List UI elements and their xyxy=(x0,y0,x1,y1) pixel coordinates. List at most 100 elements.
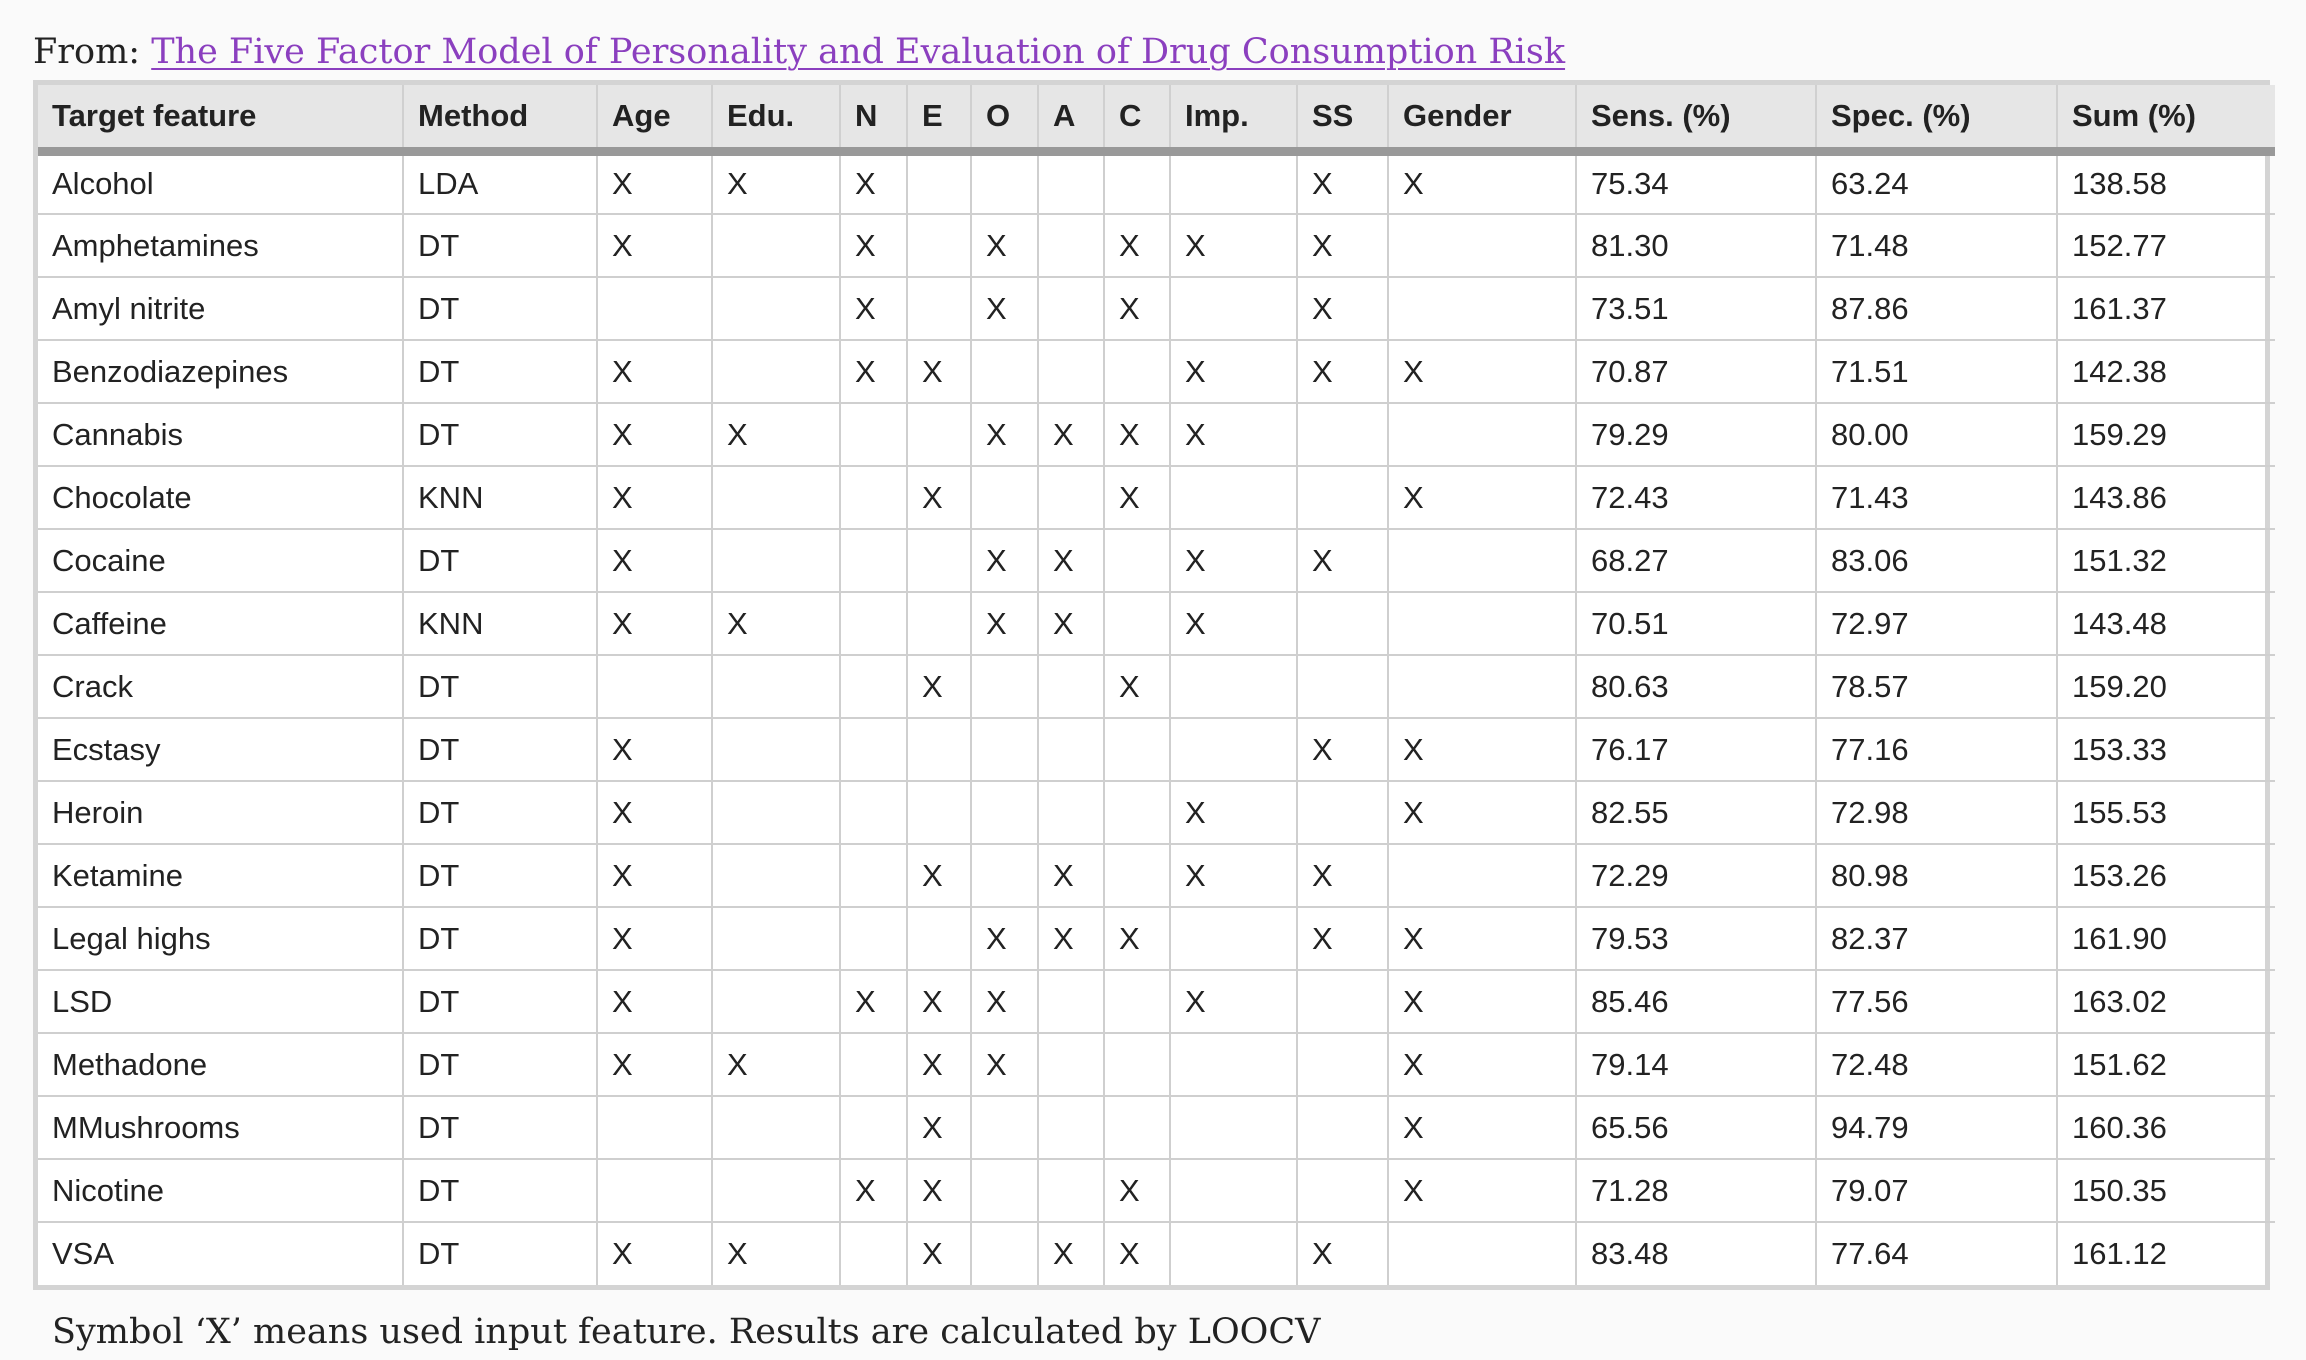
table-cell: 155.53 xyxy=(2056,780,2275,844)
table-cell: X xyxy=(1387,151,1576,214)
table-cell xyxy=(970,654,1038,718)
table-cell: 143.48 xyxy=(2056,591,2275,655)
table-cell: X xyxy=(1103,1221,1170,1285)
table-cell: X xyxy=(1037,528,1104,592)
table-cell xyxy=(1296,654,1388,718)
table-cell xyxy=(1037,1032,1104,1096)
table-cell xyxy=(839,780,907,844)
table-cell xyxy=(839,843,907,907)
table-cell xyxy=(596,1095,712,1159)
table-cell: X xyxy=(970,906,1038,970)
table-cell: 163.02 xyxy=(2056,969,2275,1033)
table-cell xyxy=(1169,717,1297,781)
table-cell xyxy=(839,1221,907,1285)
table-cell xyxy=(1296,465,1388,529)
table-cell xyxy=(1037,465,1104,529)
table-cell xyxy=(1037,1095,1104,1159)
table-cell: X xyxy=(1296,717,1388,781)
table-cell: DT xyxy=(402,528,597,592)
table-cell xyxy=(1387,843,1576,907)
table-cell: X xyxy=(596,465,712,529)
table-cell xyxy=(1103,1095,1170,1159)
table-cell: 160.36 xyxy=(2056,1095,2275,1159)
table-cell: X xyxy=(1103,465,1170,529)
source-citation: From: The Five Factor Model of Personali… xyxy=(33,22,1565,82)
table-row: Chocolate KNN X X X X 72.43 71.43 143.86 xyxy=(38,465,2275,529)
table-cell: X xyxy=(906,843,971,907)
table-cell xyxy=(711,717,840,781)
table-cell xyxy=(596,276,712,340)
table-cell: 152.77 xyxy=(2056,213,2275,277)
table-cell: X xyxy=(1103,213,1170,277)
table-cell xyxy=(1103,969,1170,1033)
table-cell: 82.55 xyxy=(1575,780,1816,844)
target-feature-cell: MMushrooms xyxy=(38,1095,403,1159)
column-header: Imp. xyxy=(1169,85,1297,156)
table-cell xyxy=(906,906,971,970)
table-cell: X xyxy=(1169,213,1297,277)
table-cell xyxy=(1169,1158,1297,1222)
table-cell xyxy=(1103,528,1170,592)
table-cell: DT xyxy=(402,654,597,718)
table-cell xyxy=(839,717,907,781)
table-cell: X xyxy=(1169,843,1297,907)
table-cell xyxy=(1387,213,1576,277)
table-cell: X xyxy=(839,1158,907,1222)
table-cell xyxy=(1296,1032,1388,1096)
table-cell: 78.57 xyxy=(1815,654,2057,718)
table-cell xyxy=(1296,780,1388,844)
table-cell: X xyxy=(839,339,907,403)
table-cell: X xyxy=(1037,402,1104,466)
table-cell xyxy=(1037,654,1104,718)
column-header: Method xyxy=(402,85,597,156)
table-cell xyxy=(1103,780,1170,844)
table-header: Target feature Method Age Edu. N E O A C Imp. SS Ge… xyxy=(38,85,2275,156)
target-feature-cell: Benzodiazepines xyxy=(38,339,403,403)
table-cell xyxy=(1103,843,1170,907)
table-cell xyxy=(1296,1158,1388,1222)
table-cell xyxy=(1103,1032,1170,1096)
target-feature-cell: Chocolate xyxy=(38,465,403,529)
table-cell: 80.00 xyxy=(1815,402,2057,466)
target-feature-cell: Amphetamines xyxy=(38,213,403,277)
table-cell: X xyxy=(1037,1221,1104,1285)
table-cell: 79.14 xyxy=(1575,1032,1816,1096)
target-feature-cell: VSA xyxy=(38,1221,403,1285)
column-header: Age xyxy=(596,85,712,156)
table-cell: X xyxy=(1169,528,1297,592)
table-row: Amphetamines DT X X X X X X 81.30 71.48 152.77 xyxy=(38,213,2275,277)
table-cell: X xyxy=(970,213,1038,277)
table-cell: X xyxy=(839,969,907,1033)
table-cell: X xyxy=(596,906,712,970)
table-cell xyxy=(1387,1221,1576,1285)
table-cell: X xyxy=(596,339,712,403)
table-cell xyxy=(711,276,840,340)
table-cell: 71.51 xyxy=(1815,339,2057,403)
table-cell: 83.06 xyxy=(1815,528,2057,592)
table-cell: 80.63 xyxy=(1575,654,1816,718)
column-header: Edu. xyxy=(711,85,840,156)
table-cell: X xyxy=(1387,780,1576,844)
table-cell: 82.37 xyxy=(1815,906,2057,970)
table-cell: DT xyxy=(402,843,597,907)
table-cell: X xyxy=(1169,402,1297,466)
table-cell xyxy=(906,402,971,466)
table-cell xyxy=(839,528,907,592)
table-cell xyxy=(839,1095,907,1159)
table-cell: 85.46 xyxy=(1575,969,1816,1033)
article-title-link[interactable]: The Five Factor Model of Personality and… xyxy=(151,32,1566,72)
table-cell: 159.29 xyxy=(2056,402,2275,466)
table-cell: X xyxy=(711,151,840,214)
table-cell xyxy=(906,780,971,844)
table-cell: X xyxy=(596,591,712,655)
table-cell: X xyxy=(1103,654,1170,718)
table-cell: 151.32 xyxy=(2056,528,2275,592)
target-feature-cell: Legal highs xyxy=(38,906,403,970)
table-cell xyxy=(1037,1158,1104,1222)
table-cell: X xyxy=(1296,1221,1388,1285)
table-cell xyxy=(1169,1221,1297,1285)
table-cell: X xyxy=(1103,906,1170,970)
table-cell: X xyxy=(839,276,907,340)
target-feature-cell: Cannabis xyxy=(38,402,403,466)
table-row: Alcohol LDA X X X X X 75.34 63.24 138.58 xyxy=(38,151,2275,214)
